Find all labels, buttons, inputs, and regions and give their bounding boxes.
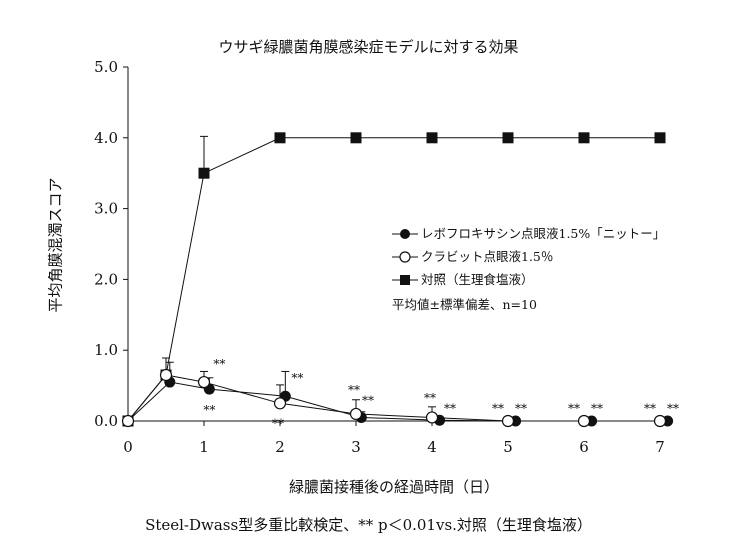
legend-entry-control: 対照（生理食塩液）: [392, 268, 665, 291]
significance-mark: **: [291, 371, 303, 385]
x-tick-label: 6: [579, 438, 589, 456]
significance-mark: **: [515, 402, 527, 416]
data-point-control: [350, 132, 362, 144]
significance-mark: **: [348, 383, 360, 397]
x-tick-label: 3: [351, 438, 361, 456]
significance-mark: **: [362, 394, 374, 408]
significance-mark: **: [644, 402, 656, 416]
legend-marker-open-circle-icon: [392, 250, 418, 263]
footnote: Steel-Dwass型多重比較検定、** p＜0.01vs.対照（生理食塩液）: [145, 516, 592, 534]
data-point-cravit: [197, 375, 211, 389]
y-tick-label: 4.0: [94, 129, 118, 147]
legend-note: 平均値±標準偏差、n=10: [392, 297, 537, 312]
legend-entry-cravit: クラビット点眼液1.5％: [392, 245, 665, 268]
significance-mark: **: [213, 357, 225, 371]
significance-mark: **: [667, 402, 679, 416]
significance-mark: **: [568, 402, 580, 416]
x-tick-label: 4: [427, 438, 437, 456]
legend-marker-filled-square-icon: [392, 274, 418, 285]
y-tick-label: 2.0: [94, 270, 118, 288]
legend-label-levofloxacin: レボフロキサシン点眼液1.5%「ニットー」: [421, 226, 666, 241]
data-point-cravit: [653, 414, 667, 428]
data-point-cravit: [349, 407, 363, 421]
x-axis-label: 緑膿菌接種後の経過時間（日）: [288, 478, 499, 496]
data-point-cravit: [501, 414, 515, 428]
chart-title: ウサギ緑膿菌角膜感染症モデルに対する効果: [218, 38, 519, 56]
data-point-control: [198, 167, 210, 179]
data-point-control: [578, 132, 590, 144]
significance-mark: **: [272, 416, 284, 430]
y-tick-label: 5.0: [94, 58, 118, 76]
data-point-cravit: [425, 411, 439, 424]
x-tick-label: 2: [275, 438, 285, 456]
significance-mark: **: [444, 402, 456, 416]
data-point-control: [426, 132, 438, 144]
x-tick-label: 1: [199, 438, 209, 456]
y-tick-label: 3.0: [94, 200, 118, 218]
data-point-cravit: [577, 414, 591, 428]
legend: レボフロキサシン点眼液1.5%「ニットー」 クラビット点眼液1.5％ 対照（生理…: [392, 222, 665, 316]
significance-mark: **: [203, 403, 215, 417]
data-point-control: [274, 132, 286, 144]
legend-marker-filled-circle-icon: [392, 228, 418, 239]
data-point-cravit: [159, 368, 173, 382]
y-tick-label: 1.0: [94, 341, 118, 359]
significance-mark: **: [492, 402, 504, 416]
data-point-cravit: [121, 414, 135, 428]
y-axis-label: 平均角膜混濁スコア: [46, 177, 65, 313]
x-tick-label: 5: [503, 438, 513, 456]
y-tick-label: 0.0: [94, 412, 118, 430]
significance-mark: **: [591, 402, 603, 416]
x-tick-label: 7: [655, 438, 665, 456]
data-point-control: [502, 132, 514, 144]
legend-entry-levofloxacin: レボフロキサシン点眼液1.5%「ニットー」: [392, 222, 665, 245]
legend-label-control: 対照（生理食塩液）: [421, 272, 534, 287]
data-point-cravit: [273, 397, 287, 410]
x-tick-label: 0: [123, 438, 133, 456]
legend-label-cravit: クラビット点眼液1.5％: [421, 249, 554, 264]
data-point-control: [654, 132, 666, 144]
significance-mark: **: [424, 391, 436, 405]
